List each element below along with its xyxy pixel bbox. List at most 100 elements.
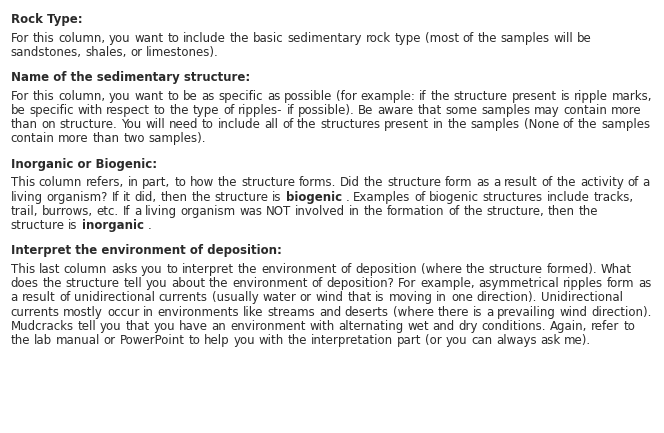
Text: the: the bbox=[579, 205, 598, 218]
Text: deserts: deserts bbox=[345, 306, 389, 319]
Text: moving: moving bbox=[388, 291, 433, 304]
Text: present: present bbox=[384, 118, 429, 131]
Text: the: the bbox=[463, 205, 483, 218]
Text: water: water bbox=[262, 291, 296, 304]
Text: the: the bbox=[191, 191, 211, 204]
Text: Name of the sedimentary structure:: Name of the sedimentary structure: bbox=[11, 71, 250, 84]
Text: you: you bbox=[234, 334, 255, 347]
Text: column: column bbox=[64, 263, 108, 276]
Text: direction).: direction). bbox=[591, 306, 651, 319]
Text: wind: wind bbox=[315, 291, 344, 304]
Text: to: to bbox=[167, 90, 179, 103]
Text: the: the bbox=[465, 263, 485, 276]
Text: samples: samples bbox=[481, 104, 530, 117]
Text: result: result bbox=[504, 176, 538, 189]
Text: or: or bbox=[299, 291, 312, 304]
Text: mostly: mostly bbox=[63, 306, 103, 319]
Text: an: an bbox=[212, 320, 226, 333]
Text: marks,: marks, bbox=[612, 90, 652, 103]
Text: is: is bbox=[560, 90, 570, 103]
Text: in: in bbox=[349, 205, 360, 218]
Text: biogenic: biogenic bbox=[286, 191, 342, 204]
Text: one: one bbox=[451, 291, 473, 304]
Text: structure: structure bbox=[387, 176, 441, 189]
Text: This: This bbox=[11, 263, 35, 276]
Text: a: a bbox=[643, 176, 650, 189]
Text: need: need bbox=[169, 118, 199, 131]
Text: tracks,: tracks, bbox=[594, 191, 633, 204]
Text: part: part bbox=[397, 334, 422, 347]
Text: it: it bbox=[123, 191, 131, 204]
Text: of: of bbox=[282, 118, 293, 131]
Text: formed).: formed). bbox=[546, 263, 597, 276]
Text: how: how bbox=[190, 176, 214, 189]
Text: this: this bbox=[33, 32, 54, 45]
Text: result: result bbox=[22, 291, 55, 304]
Text: as: as bbox=[638, 277, 652, 290]
Text: than: than bbox=[11, 118, 38, 131]
Text: the: the bbox=[448, 118, 467, 131]
Text: contain: contain bbox=[563, 104, 608, 117]
Text: What: What bbox=[601, 263, 632, 276]
Text: sedimentary: sedimentary bbox=[288, 32, 362, 45]
Text: in: in bbox=[436, 291, 448, 304]
Text: structures: structures bbox=[483, 191, 543, 204]
Text: the: the bbox=[170, 104, 189, 117]
Text: of: of bbox=[341, 263, 352, 276]
Text: limestones).: limestones). bbox=[146, 46, 219, 59]
Text: Interpret the environment of deposition:: Interpret the environment of deposition: bbox=[11, 244, 282, 257]
Text: the: the bbox=[288, 334, 307, 347]
Text: samples).: samples). bbox=[149, 132, 206, 145]
Text: For: For bbox=[398, 277, 416, 290]
Text: as: as bbox=[267, 90, 280, 103]
Text: rock: rock bbox=[365, 32, 390, 45]
Text: can: can bbox=[471, 334, 492, 347]
Text: about: about bbox=[171, 277, 205, 290]
Text: in: in bbox=[433, 118, 444, 131]
Text: structures: structures bbox=[320, 118, 380, 131]
Text: you: you bbox=[109, 32, 131, 45]
Text: on: on bbox=[41, 118, 56, 131]
Text: in: in bbox=[127, 176, 139, 189]
Text: last: last bbox=[39, 263, 60, 276]
Text: asks: asks bbox=[111, 263, 137, 276]
Text: direction).: direction). bbox=[477, 291, 537, 304]
Text: as: as bbox=[201, 90, 215, 103]
Text: structure,: structure, bbox=[487, 205, 544, 218]
Text: (usually: (usually bbox=[212, 291, 258, 304]
Text: was: was bbox=[240, 205, 263, 218]
Text: currents: currents bbox=[159, 291, 208, 304]
Text: more: more bbox=[611, 104, 641, 117]
Text: unidirectional: unidirectional bbox=[74, 291, 155, 304]
Text: you: you bbox=[153, 320, 175, 333]
Text: of: of bbox=[542, 176, 553, 189]
Text: For: For bbox=[11, 32, 29, 45]
Text: in: in bbox=[143, 306, 154, 319]
Text: tell: tell bbox=[78, 320, 96, 333]
Text: samples: samples bbox=[501, 32, 550, 45]
Text: samples: samples bbox=[601, 118, 650, 131]
Text: environment: environment bbox=[230, 320, 305, 333]
Text: Did: Did bbox=[340, 176, 360, 189]
Text: column,: column, bbox=[58, 32, 106, 45]
Text: organism: organism bbox=[181, 205, 236, 218]
Text: be: be bbox=[577, 32, 592, 45]
Text: involved: involved bbox=[295, 205, 345, 218]
Text: or: or bbox=[131, 46, 143, 59]
Text: wind: wind bbox=[560, 306, 588, 319]
Text: of: of bbox=[627, 176, 639, 189]
Text: be: be bbox=[183, 90, 198, 103]
Text: a: a bbox=[493, 176, 501, 189]
Text: structure: structure bbox=[241, 176, 295, 189]
Text: the: the bbox=[556, 176, 576, 189]
Text: to: to bbox=[189, 334, 201, 347]
Text: have: have bbox=[179, 320, 208, 333]
Text: to: to bbox=[175, 176, 186, 189]
Text: with: with bbox=[78, 104, 103, 117]
Text: then: then bbox=[161, 191, 188, 204]
Text: (where: (where bbox=[421, 263, 462, 276]
Text: If: If bbox=[123, 205, 130, 218]
Text: respect: respect bbox=[106, 104, 150, 117]
Text: Inorganic or Biogenic:: Inorganic or Biogenic: bbox=[11, 158, 157, 171]
Text: does: does bbox=[11, 277, 39, 290]
